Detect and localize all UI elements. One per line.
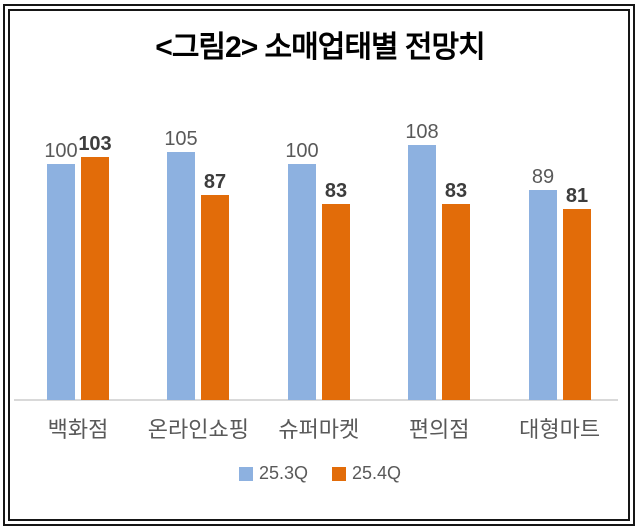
bar-value-label: 100	[44, 140, 78, 162]
bar-value-label: 108	[405, 121, 439, 143]
bar	[529, 190, 557, 400]
bar	[408, 145, 436, 400]
bar-value-label: 100	[285, 140, 319, 162]
bar-value-label: 81	[565, 185, 589, 207]
bar	[322, 204, 350, 400]
bar-value-label: 105	[164, 128, 198, 150]
bar	[47, 164, 75, 400]
bar-value-label: 83	[444, 180, 468, 202]
legend-label: 25.3Q	[258, 463, 308, 483]
bar-value-label: 83	[324, 180, 348, 202]
inner-border	[8, 9, 630, 521]
x-axis-line	[14, 399, 618, 401]
category-label: 슈퍼마켓	[278, 417, 360, 442]
category-label: 대형마트	[519, 417, 601, 442]
bar	[288, 164, 316, 400]
bar	[201, 195, 229, 400]
bar	[167, 152, 195, 400]
legend-label: 25.4Q	[352, 463, 402, 483]
bar	[81, 157, 109, 400]
legend-swatch	[238, 466, 253, 481]
legend-item: 25.4Q	[332, 463, 401, 484]
bar-value-label: 103	[78, 133, 112, 155]
legend-item: 25.3Q	[238, 463, 308, 484]
bar-value-label: 87	[203, 171, 227, 193]
category-label: 온라인쇼핑	[147, 417, 249, 442]
outer-border	[3, 4, 635, 526]
category-label: 편의점	[408, 417, 470, 442]
category-label: 백화점	[47, 417, 109, 442]
bar-value-label: 89	[531, 166, 555, 188]
chart-title: <그림2> 소매업태별 전망치	[155, 31, 485, 64]
bar	[563, 209, 591, 400]
legend: 25.3Q 25.4Q	[0, 463, 640, 484]
legend-swatch	[332, 466, 346, 481]
bar	[442, 204, 470, 400]
